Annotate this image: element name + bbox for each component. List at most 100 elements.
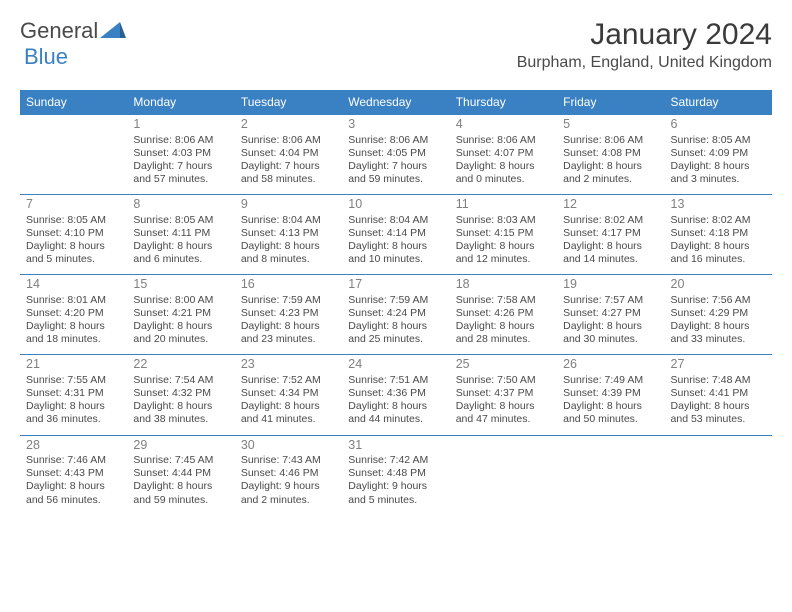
day-cell: 15Sunrise: 8:00 AMSunset: 4:21 PMDayligh… xyxy=(127,275,234,355)
sunset-text: Sunset: 4:36 PM xyxy=(348,387,443,400)
day-cell: 16Sunrise: 7:59 AMSunset: 4:23 PMDayligh… xyxy=(235,275,342,355)
daylight-text: and 0 minutes. xyxy=(456,173,551,186)
day-cell: 18Sunrise: 7:58 AMSunset: 4:26 PMDayligh… xyxy=(450,275,557,355)
sunrise-text: Sunrise: 8:04 AM xyxy=(241,214,336,227)
sunrise-text: Sunrise: 7:46 AM xyxy=(26,454,121,467)
daylight-text: and 23 minutes. xyxy=(241,333,336,346)
daylight-text: Daylight: 8 hours xyxy=(26,320,121,333)
sunrise-text: Sunrise: 7:58 AM xyxy=(456,294,551,307)
daylight-text: and 28 minutes. xyxy=(456,333,551,346)
day-number: 24 xyxy=(348,355,443,374)
daylight-text: Daylight: 8 hours xyxy=(563,320,658,333)
day-number: 15 xyxy=(133,275,228,294)
sunrise-text: Sunrise: 8:06 AM xyxy=(133,134,228,147)
weekday-row: SundayMondayTuesdayWednesdayThursdayFrid… xyxy=(20,90,772,115)
sunset-text: Sunset: 4:24 PM xyxy=(348,307,443,320)
daylight-text: Daylight: 8 hours xyxy=(671,160,766,173)
day-number: 16 xyxy=(241,275,336,294)
sunset-text: Sunset: 4:20 PM xyxy=(26,307,121,320)
day-number: 8 xyxy=(133,195,228,214)
daylight-text: Daylight: 8 hours xyxy=(133,240,228,253)
day-number: 29 xyxy=(133,436,228,455)
day-number: 28 xyxy=(26,436,121,455)
sunrise-text: Sunrise: 7:50 AM xyxy=(456,374,551,387)
daylight-text: and 53 minutes. xyxy=(671,413,766,426)
sunset-text: Sunset: 4:05 PM xyxy=(348,147,443,160)
daylight-text: and 14 minutes. xyxy=(563,253,658,266)
day-number: 9 xyxy=(241,195,336,214)
daylight-text: Daylight: 8 hours xyxy=(241,400,336,413)
daylight-text: and 3 minutes. xyxy=(671,173,766,186)
day-cell: 6Sunrise: 8:05 AMSunset: 4:09 PMDaylight… xyxy=(665,115,772,195)
day-number: 13 xyxy=(671,195,766,214)
sunrise-text: Sunrise: 8:05 AM xyxy=(133,214,228,227)
sunrise-text: Sunrise: 8:02 AM xyxy=(671,214,766,227)
daylight-text: Daylight: 8 hours xyxy=(348,320,443,333)
day-number: 31 xyxy=(348,436,443,455)
daylight-text: and 36 minutes. xyxy=(26,413,121,426)
daylight-text: and 38 minutes. xyxy=(133,413,228,426)
daylight-text: and 56 minutes. xyxy=(26,494,121,507)
sunset-text: Sunset: 4:26 PM xyxy=(456,307,551,320)
daylight-text: Daylight: 8 hours xyxy=(26,480,121,493)
sunset-text: Sunset: 4:07 PM xyxy=(456,147,551,160)
daylight-text: and 47 minutes. xyxy=(456,413,551,426)
sunset-text: Sunset: 4:11 PM xyxy=(133,227,228,240)
day-cell xyxy=(665,435,772,515)
daylight-text: Daylight: 8 hours xyxy=(456,400,551,413)
daylight-text: Daylight: 8 hours xyxy=(133,400,228,413)
calendar-table: SundayMondayTuesdayWednesdayThursdayFrid… xyxy=(20,90,772,515)
daylight-text: and 50 minutes. xyxy=(563,413,658,426)
sunrise-text: Sunrise: 7:56 AM xyxy=(671,294,766,307)
sunrise-text: Sunrise: 7:43 AM xyxy=(241,454,336,467)
day-cell: 1Sunrise: 8:06 AMSunset: 4:03 PMDaylight… xyxy=(127,115,234,195)
day-cell: 22Sunrise: 7:54 AMSunset: 4:32 PMDayligh… xyxy=(127,355,234,435)
daylight-text: Daylight: 7 hours xyxy=(133,160,228,173)
sunrise-text: Sunrise: 8:04 AM xyxy=(348,214,443,227)
daylight-text: Daylight: 9 hours xyxy=(348,480,443,493)
daylight-text: Daylight: 8 hours xyxy=(671,320,766,333)
title-block: January 2024 Burpham, England, United Ki… xyxy=(517,18,772,72)
week-row: 21Sunrise: 7:55 AMSunset: 4:31 PMDayligh… xyxy=(20,355,772,435)
daylight-text: and 58 minutes. xyxy=(241,173,336,186)
day-cell: 11Sunrise: 8:03 AMSunset: 4:15 PMDayligh… xyxy=(450,195,557,275)
day-number: 4 xyxy=(456,115,551,134)
day-number: 12 xyxy=(563,195,658,214)
daylight-text: Daylight: 8 hours xyxy=(671,400,766,413)
day-cell: 10Sunrise: 8:04 AMSunset: 4:14 PMDayligh… xyxy=(342,195,449,275)
day-cell: 29Sunrise: 7:45 AMSunset: 4:44 PMDayligh… xyxy=(127,435,234,515)
day-number: 3 xyxy=(348,115,443,134)
week-row: 1Sunrise: 8:06 AMSunset: 4:03 PMDaylight… xyxy=(20,115,772,195)
logo-text-2: Blue xyxy=(24,44,68,70)
sunrise-text: Sunrise: 8:06 AM xyxy=(563,134,658,147)
day-cell: 7Sunrise: 8:05 AMSunset: 4:10 PMDaylight… xyxy=(20,195,127,275)
sunset-text: Sunset: 4:44 PM xyxy=(133,467,228,480)
day-number: 22 xyxy=(133,355,228,374)
daylight-text: and 2 minutes. xyxy=(241,494,336,507)
day-cell: 31Sunrise: 7:42 AMSunset: 4:48 PMDayligh… xyxy=(342,435,449,515)
sunrise-text: Sunrise: 7:52 AM xyxy=(241,374,336,387)
sunrise-text: Sunrise: 8:00 AM xyxy=(133,294,228,307)
logo-text-1: General xyxy=(20,18,98,44)
month-title: January 2024 xyxy=(517,18,772,52)
weekday-thursday: Thursday xyxy=(450,90,557,115)
daylight-text: Daylight: 7 hours xyxy=(241,160,336,173)
day-number: 2 xyxy=(241,115,336,134)
daylight-text: and 16 minutes. xyxy=(671,253,766,266)
day-cell: 3Sunrise: 8:06 AMSunset: 4:05 PMDaylight… xyxy=(342,115,449,195)
daylight-text: Daylight: 8 hours xyxy=(133,480,228,493)
day-number: 19 xyxy=(563,275,658,294)
sunrise-text: Sunrise: 8:05 AM xyxy=(671,134,766,147)
day-cell: 2Sunrise: 8:06 AMSunset: 4:04 PMDaylight… xyxy=(235,115,342,195)
day-number: 17 xyxy=(348,275,443,294)
daylight-text: Daylight: 8 hours xyxy=(671,240,766,253)
sunset-text: Sunset: 4:34 PM xyxy=(241,387,336,400)
day-cell: 21Sunrise: 7:55 AMSunset: 4:31 PMDayligh… xyxy=(20,355,127,435)
daylight-text: and 41 minutes. xyxy=(241,413,336,426)
day-number: 10 xyxy=(348,195,443,214)
daylight-text: Daylight: 7 hours xyxy=(348,160,443,173)
daylight-text: Daylight: 8 hours xyxy=(348,400,443,413)
day-number: 18 xyxy=(456,275,551,294)
sunrise-text: Sunrise: 7:42 AM xyxy=(348,454,443,467)
sunrise-text: Sunrise: 8:06 AM xyxy=(456,134,551,147)
